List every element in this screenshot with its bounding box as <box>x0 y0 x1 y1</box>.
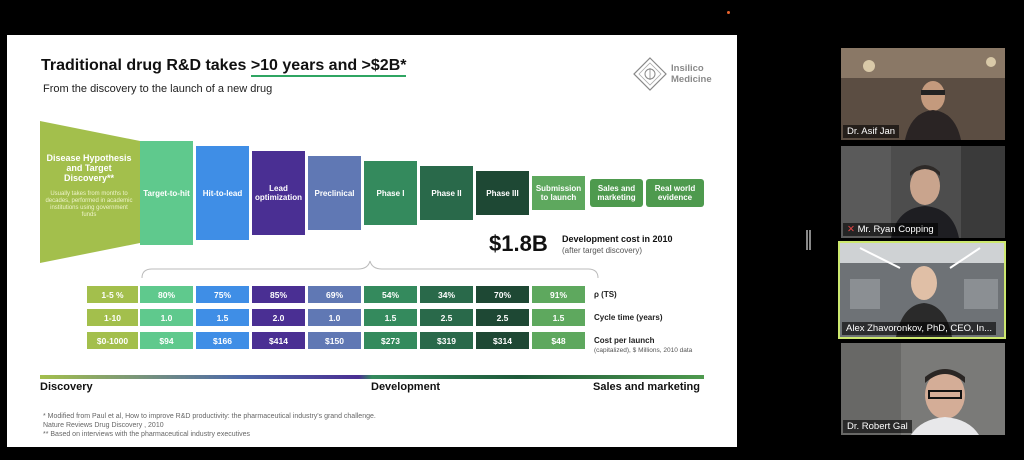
participant-name: Dr. Asif Jan <box>843 125 900 138</box>
row-2-cell-3: 2.0 <box>252 309 305 326</box>
discovery-funnel <box>40 121 140 263</box>
participant-name: Alex Zhavoronkov, PhD, CEO, In... <box>842 322 997 335</box>
stage-development: Development <box>371 381 441 393</box>
row-3-cell-8: $48 <box>532 332 585 349</box>
row-1-cell-5: 54% <box>364 286 417 303</box>
funnel-note: Usually takes from months to decades, pe… <box>45 191 133 218</box>
row-1-cell-6: 34% <box>420 286 473 303</box>
participant-video <box>841 146 1005 238</box>
slide-title: Traditional drug R&D takes >10 years and… <box>41 57 407 77</box>
footnote: * Modified from Paul et al, How to impro… <box>43 413 376 438</box>
phase-box-4: Preclinical <box>308 156 361 230</box>
row-3-cell-7: $314 <box>476 332 529 349</box>
participant-tile-active[interactable]: Alex Zhavoronkov, PhD, CEO, In... <box>838 241 1006 339</box>
phase-box-7: Phase III <box>476 171 529 215</box>
cost-sublabel: (after target discovery) <box>562 246 643 255</box>
timeline-bar <box>40 375 704 379</box>
row-2-cell-5: 1.5 <box>364 309 417 326</box>
cost-label: Development cost in 2010 <box>562 234 673 244</box>
mic-muted-icon: ✕ <box>847 224 858 235</box>
phase-box-3: Lead optimization <box>252 151 305 235</box>
row-3-cell-6: $319 <box>420 332 473 349</box>
cost-value: $1.8B <box>489 231 548 256</box>
row-3-cell-4: $150 <box>308 332 361 349</box>
row-1-cell-3: 85% <box>252 286 305 303</box>
row-3-first-cell: $0-1000 <box>87 332 138 349</box>
row-2-cell-8: 1.5 <box>532 309 585 326</box>
row-3-cell-2: $166 <box>196 332 249 349</box>
participant-name: Dr. Robert Gal <box>843 420 912 433</box>
stage-discovery: Discovery <box>40 381 93 393</box>
row-1-first-cell: 1-5 % <box>87 286 138 303</box>
stage-sales: Sales and marketing <box>593 381 700 393</box>
insilico-logo: Insilico Medicine <box>633 57 723 93</box>
row-1-cell-2: 75% <box>196 286 249 303</box>
participant-tile[interactable]: Dr. Robert Gal <box>841 343 1005 435</box>
funnel-label: Disease Hypothesis and Target Discovery*… <box>46 153 132 183</box>
row-2-cell-6: 2.5 <box>420 309 473 326</box>
shared-slide: Traditional drug R&D takes >10 years and… <box>7 35 737 447</box>
phase-box-10: Real world evidence <box>646 179 704 207</box>
row-2-cell-2: 1.5 <box>196 309 249 326</box>
row-1-cell-8: 91% <box>532 286 585 303</box>
row-2-cell-1: 1.0 <box>140 309 193 326</box>
logo-text: Insilico Medicine <box>671 63 712 85</box>
panel-resize-handle[interactable] <box>806 230 811 250</box>
row-1-cell-1: 80% <box>140 286 193 303</box>
row-2-cell-4: 1.0 <box>308 309 361 326</box>
funnel-content: Disease Hypothesis and Target Discovery*… <box>42 153 136 219</box>
phase-box-1: Target-to-hit <box>140 141 193 245</box>
title-prefix: Traditional drug R&D takes <box>41 57 251 74</box>
row-1-cell-4: 69% <box>308 286 361 303</box>
row-3-cell-3: $414 <box>252 332 305 349</box>
phase-box-5: Phase I <box>364 161 417 225</box>
row-1-cell-7: 70% <box>476 286 529 303</box>
row-3-label: Cost per launch <box>594 336 655 345</box>
insilico-emblem-icon <box>633 57 667 91</box>
recording-indicator <box>727 11 730 14</box>
row-3-cell-1: $94 <box>140 332 193 349</box>
phase-box-2: Hit-to-lead <box>196 146 249 240</box>
row-2-label: Cycle time (years) <box>594 313 663 322</box>
title-highlight: >10 years and >$2B* <box>250 57 407 77</box>
participant-tile[interactable]: ✕ Mr. Ryan Copping <box>841 146 1005 238</box>
logo-line2: Medicine <box>671 74 712 85</box>
participant-video <box>841 343 1005 435</box>
participant-name-text: Mr. Ryan Copping <box>857 224 934 235</box>
row-2-cell-7: 2.5 <box>476 309 529 326</box>
participant-video <box>841 48 1005 140</box>
phase-box-8: Submission to launch <box>532 176 585 210</box>
row-3-cell-5: $273 <box>364 332 417 349</box>
row-1-label: ρ (TS) <box>594 290 617 299</box>
slide-subtitle: From the discovery to the launch of a ne… <box>43 83 273 95</box>
bracket <box>141 260 599 279</box>
participant-tile[interactable]: Dr. Asif Jan <box>841 48 1005 140</box>
phase-box-9: Sales and marketing <box>590 179 643 207</box>
row-2-first-cell: 1-10 <box>87 309 138 326</box>
row-3-sublabel: (capitalized), $ Millions, 2010 data <box>594 347 693 354</box>
participant-name: ✕ Mr. Ryan Copping <box>843 223 938 236</box>
phase-box-6: Phase II <box>420 166 473 220</box>
logo-line1: Insilico <box>671 63 704 74</box>
